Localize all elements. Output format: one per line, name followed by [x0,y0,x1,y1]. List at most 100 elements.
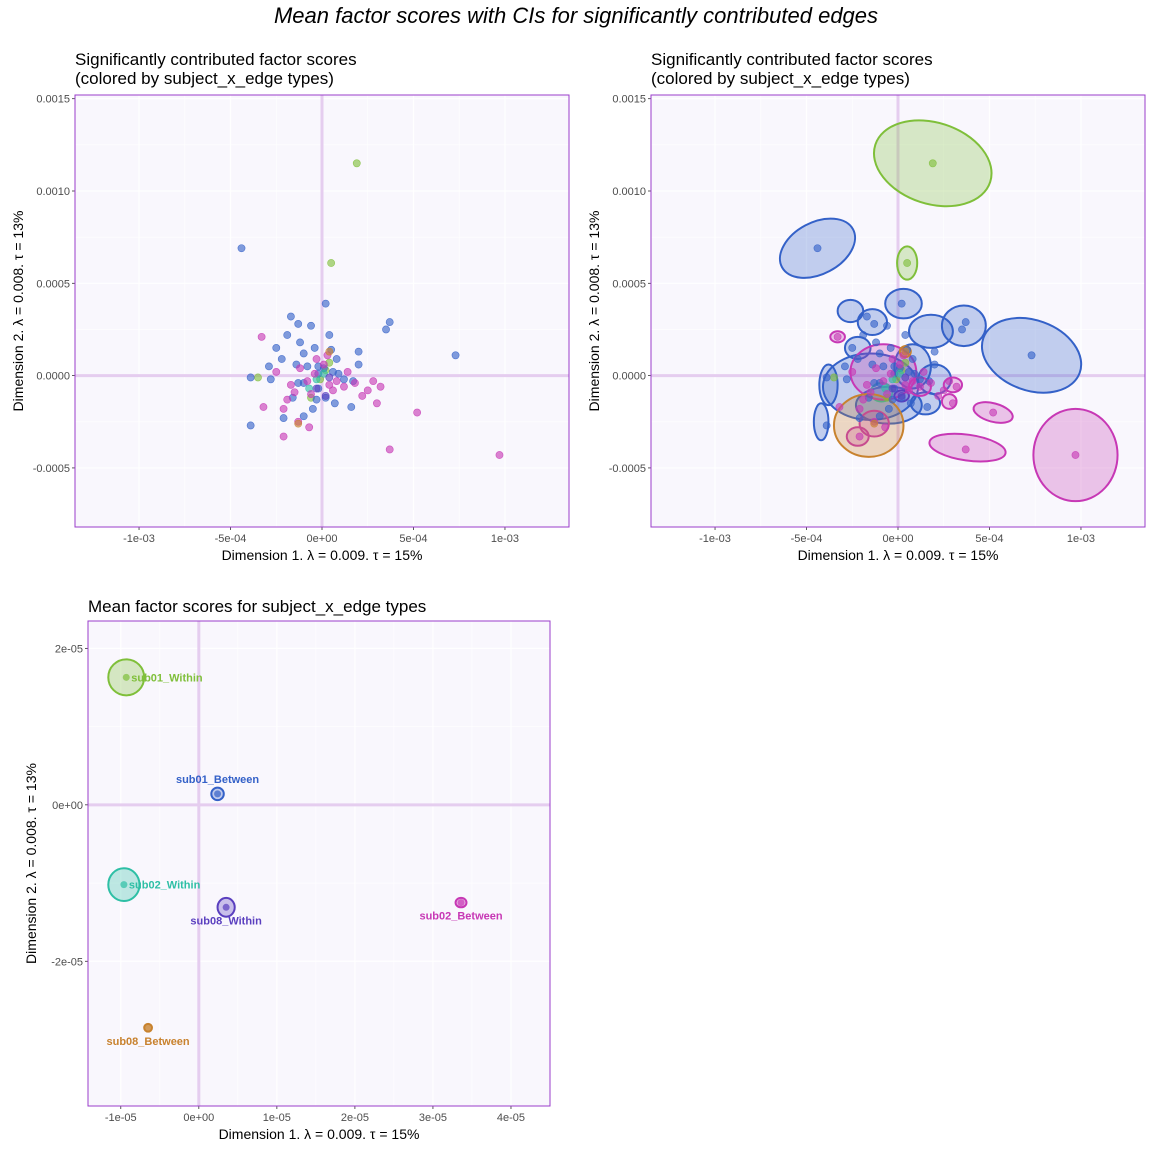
confidence-ellipse-sub01_Between [812,402,830,442]
data-point-sub01_Between [354,347,363,356]
data-point-sub01_Between [277,355,286,363]
data-point-sub01_Between [294,320,303,328]
data-point-sub02_Between [879,377,888,386]
data-point-sub02_Between [286,380,295,389]
data-point-sub01_Between [897,299,906,308]
data-point-sub01_Between [325,331,334,339]
data-point-sub01_Between [237,244,246,253]
data-point-sub08_Between [325,347,334,356]
scatter-panel-confidence-ellipses: -1e-03 -5e-04 0e+00 5e-04 1e-03 -0.0005 0.0000… [586,50,1146,563]
panel-title-line: Mean factor scores for subject_x_edge ty… [88,597,426,616]
data-point-sub01_Between [870,320,879,328]
data-point-sub02_Within [895,369,904,378]
data-point-sub02_Between [329,386,337,395]
panel-background [88,621,550,1106]
data-point-sub01_Between [451,351,460,360]
data-point-sub02_Between [866,388,875,397]
y-tick-label: 0.0015 [36,94,70,106]
y-tick-label: -0.0005 [609,463,646,475]
data-point-sub02_Between [303,377,312,386]
confidence-ellipse-sub08_Between [832,393,905,458]
panel-border [650,94,1146,528]
group-label-sub02_Within: sub02_Within [129,880,201,892]
data-point-sub02_Between [835,403,844,411]
data-point-sub01_Between [332,355,341,363]
data-point-sub02_Between [883,390,891,398]
data-point-sub01_Between [308,404,317,413]
data-point-sub01_Within [830,373,838,382]
data-point-sub02_Within [319,369,328,378]
data-point-sub01_Between [841,362,849,371]
data-point-sub01_Between [266,375,275,384]
data-point-sub01_Between [884,404,893,413]
x-tick-label: -1e-03 [699,533,731,545]
data-point-sub02_Between [961,445,970,454]
y-tick-label: 0.0005 [612,278,646,290]
group-mean-point-sub01_Within [122,673,130,681]
data-point-sub01_Between [246,373,255,382]
data-point-sub02_Between [257,332,266,341]
data-point-sub02_Between [283,395,292,404]
group-label-sub01_Between: sub01_Between [176,774,259,786]
x-tick-label: 1e-03 [491,533,519,545]
data-point-sub02_Between [319,360,328,369]
data-point-sub01_Between [321,299,330,308]
data-point-sub02_Between [369,377,378,386]
figure-title: Mean factor scores with CIs for signific… [274,3,878,28]
data-point-sub02_Between [332,377,341,386]
data-point-sub01_Between [961,318,970,326]
data-point-sub01_Between [1027,351,1036,360]
data-point-sub01_Between [886,344,895,352]
data-point-sub02_Between [259,403,268,411]
data-point-sub01_Between [958,325,966,334]
confidence-ellipse-sub01_Between [907,313,954,349]
group-mean-point-sub08_Between [144,1024,152,1032]
data-point-sub02_Between [376,382,385,391]
data-point-sub01_Between [848,344,857,352]
data-point-sub02_Between [296,364,304,373]
data-point-sub01_Between [855,414,864,422]
group-mean-point-sub02_Within [120,881,128,889]
data-point-sub02_Between [919,368,928,376]
data-point-sub01_Between [862,312,871,321]
data-point-sub02_Between [881,423,890,432]
data-point-sub02_Between [855,404,864,413]
data-point-sub02_Between [413,408,422,417]
x-tick-label: 1e-05 [263,1112,291,1124]
data-point-sub02_Between [1071,451,1080,459]
data-point-sub01_Between [299,349,308,358]
data-point-sub02_Between [908,377,917,386]
x-axis-label: Dimension 1. λ = 0.009. τ = 15% [798,547,999,563]
y-tick-label: 0.0000 [612,371,646,383]
panel-border [74,94,570,528]
x-axis-label: Dimension 1. λ = 0.009. τ = 15% [222,547,423,563]
data-point-sub02_Between [340,382,348,391]
data-point-sub02_Between [279,432,288,441]
data-point-sub02_Between [305,423,314,432]
data-point-sub01_Within [352,159,361,168]
group-label-sub01_Within: sub01_Within [131,672,203,684]
y-tick-label: 0e+00 [52,800,83,812]
data-point-sub01_Between [246,421,255,430]
data-point-sub08_Between [901,347,910,356]
data-point-sub01_Within [928,159,937,168]
data-point-sub01_Between [842,375,851,384]
data-point-sub01_Between [879,362,888,371]
data-point-sub01_Between [294,379,303,387]
data-point-sub02_Between [833,332,842,341]
data-point-sub01_Between [347,403,356,411]
points-layer [813,159,1080,459]
data-point-sub02_Between [385,445,394,454]
group-mean-point-sub02_Between [457,899,465,907]
data-point-sub02_Between [351,379,359,387]
data-point-sub02_Between [372,399,381,408]
data-point-sub02_Between [895,360,904,369]
data-point-sub01_Between [265,362,273,371]
data-point-sub02_Between [312,355,321,363]
x-tick-label: 5e-04 [399,533,427,545]
data-point-sub02_Between [848,368,857,376]
x-tick-label: -1e-05 [105,1112,137,1124]
data-point-sub01_Between [286,312,295,321]
x-tick-label: 0e+00 [883,533,914,545]
data-point-sub01_Between [875,412,884,421]
